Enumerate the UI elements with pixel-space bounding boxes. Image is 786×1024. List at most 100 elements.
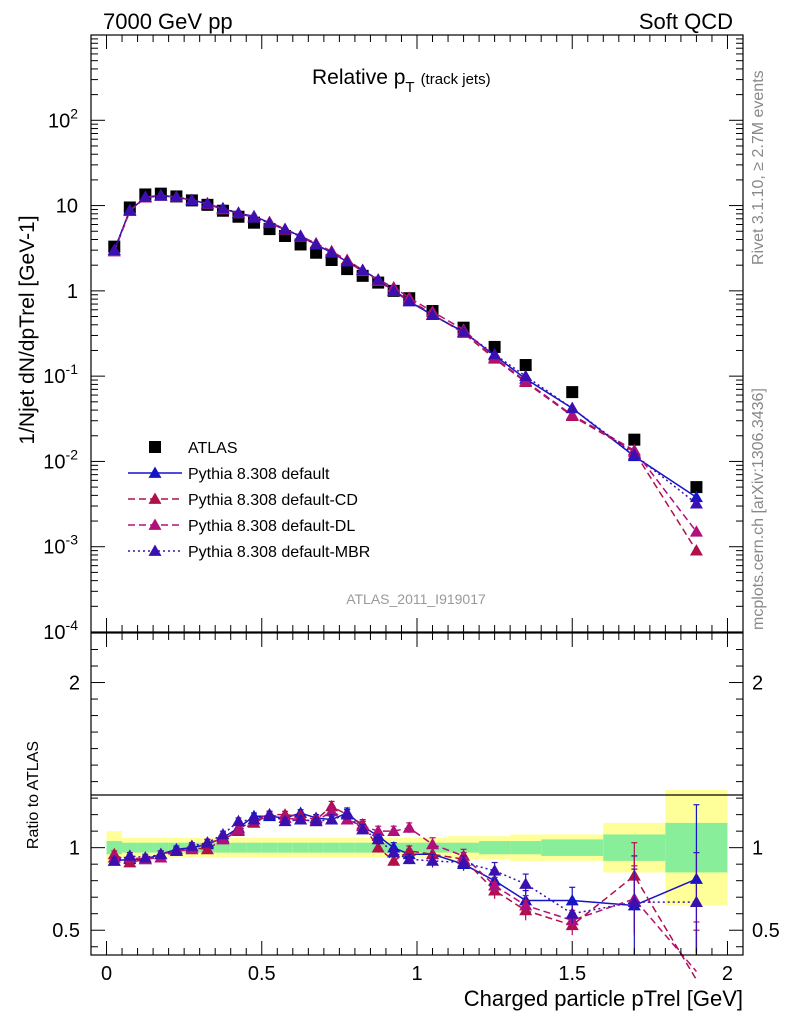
series-marker (371, 273, 385, 285)
series-marker (402, 294, 416, 306)
ratio-marker (263, 808, 277, 820)
ratio-band-inner (323, 842, 340, 853)
ratio-marker (325, 804, 339, 817)
legend-label: Pythia 8.308 default-DL (188, 518, 355, 535)
ratio-band-inner (230, 842, 247, 853)
ratio-marker (356, 823, 370, 835)
ratio-marker (402, 821, 416, 833)
ratio-marker (138, 851, 152, 863)
y-tick-label: 10 (56, 196, 78, 218)
ratio-y-tick-label-left: 1 (69, 838, 80, 860)
x-tick-label: 1 (411, 963, 422, 985)
legend-marker (148, 544, 162, 556)
series-line (113, 195, 697, 505)
series-marker (263, 216, 277, 229)
ratio-marker (185, 839, 199, 851)
series-marker (488, 347, 502, 360)
ratio-y-axis-label: Ratio to ATLAS (25, 741, 42, 849)
atlas-data-point (628, 433, 641, 446)
ratio-marker (231, 814, 245, 827)
ratio-marker (402, 844, 416, 856)
series-marker (565, 408, 579, 420)
ratio-marker (107, 854, 121, 866)
ratio-frame (90, 632, 744, 956)
legend-label: Pythia 8.308 default (188, 466, 330, 483)
ratio-marker (426, 837, 440, 850)
ratio-y-tick-labels: 0.5 0.5 1 1 2 2 (52, 673, 780, 943)
main-y-tick-labels: 10-4 10-3 10-2 10-1 1 10 102 (43, 105, 78, 644)
series-marker (689, 525, 703, 537)
legend: ATLAS Pythia 8.308 default Pythia 8.308 de… (128, 440, 370, 561)
atlas-data-point (488, 340, 501, 353)
legend-marker-atlas (149, 441, 161, 453)
x-axis-label: Charged particle pTrel [GeV] (464, 986, 743, 1011)
ratio-marker (371, 824, 385, 837)
main-series-layer (107, 187, 703, 556)
ratio-y-tick-label-left: 2 (69, 673, 80, 695)
ratio-y-tick-label-right: 2 (752, 673, 763, 695)
ratio-marker (200, 842, 214, 855)
ratio-band-inner (261, 842, 278, 853)
ratio-band-inner (292, 842, 309, 853)
series-marker (309, 237, 323, 250)
ratio-marker (565, 907, 579, 919)
ratio-series-layer (107, 799, 703, 981)
ratio-marker (689, 895, 703, 908)
main-frame (90, 34, 744, 633)
plot-title-main: Relative p (312, 66, 405, 89)
main-panel: 10-4 10-3 10-2 10-1 1 10 102 Relative pT (track… (16, 34, 744, 644)
series-marker (294, 229, 308, 241)
y-tick-label: 1 (67, 281, 78, 303)
ratio-marker (309, 814, 323, 827)
series-marker (185, 193, 199, 205)
legend-marker (148, 518, 162, 530)
ratio-marker (154, 847, 168, 860)
ratio-band-inner (448, 842, 480, 853)
x-tick-labels: 0 0.5 1 1.5 2 (101, 963, 733, 985)
series-marker (154, 189, 168, 201)
ratio-band-inner (308, 842, 324, 853)
plot-title-tail: (track jets) (421, 71, 491, 88)
x-tick-label: 2 (722, 963, 733, 985)
ratio-marker (387, 824, 401, 837)
ratio-marker (247, 813, 261, 825)
legend-marker (148, 466, 162, 478)
y-tick-label: 10-2 (43, 446, 78, 473)
ratio-marker (387, 854, 401, 866)
series-marker (426, 308, 440, 320)
ratio-marker (488, 879, 502, 891)
series-marker (231, 206, 245, 218)
plot-title: Relative pT (track jets) (312, 66, 491, 96)
series-marker (457, 325, 471, 337)
ratio-marker (488, 864, 502, 876)
series-marker (689, 497, 703, 509)
series-marker (216, 201, 230, 214)
rivet-version-text: Rivet 3.1.10, ≥ 2.7M events (750, 70, 767, 265)
series-marker (356, 263, 370, 276)
series-marker (138, 190, 152, 202)
series-marker (340, 255, 354, 267)
ratio-y-tick-label-right: 1 (752, 838, 763, 860)
legend-label: ATLAS (188, 440, 238, 457)
ratio-y-tick-label-left: 0.5 (52, 920, 80, 942)
atlas-data-point (566, 386, 579, 399)
ratio-marker (457, 856, 471, 868)
ratio-marker (169, 844, 183, 856)
header-right: Soft QCD (639, 9, 733, 34)
main-axis-ticks (91, 35, 743, 633)
series-marker (689, 490, 703, 503)
ratio-marker (340, 808, 354, 820)
ratio-band-inner (122, 842, 138, 853)
ratio-marker (426, 847, 440, 860)
ratio-band-inner (339, 842, 355, 853)
y-tick-label: 10-3 (43, 532, 78, 559)
ratio-marker (200, 836, 214, 848)
ratio-marker (278, 814, 292, 827)
y-tick-label: 102 (48, 105, 78, 132)
ratio-band-inner (106, 841, 123, 855)
ratio-y-tick-label-right: 0.5 (752, 920, 780, 942)
ratio-panel: 0.5 0.5 1 1 2 2 0 0.5 1 1.5 2 Ratio to ATLAS Char… (25, 632, 780, 1011)
ratio-marker (294, 813, 308, 825)
x-tick-label: 0.5 (248, 963, 276, 985)
